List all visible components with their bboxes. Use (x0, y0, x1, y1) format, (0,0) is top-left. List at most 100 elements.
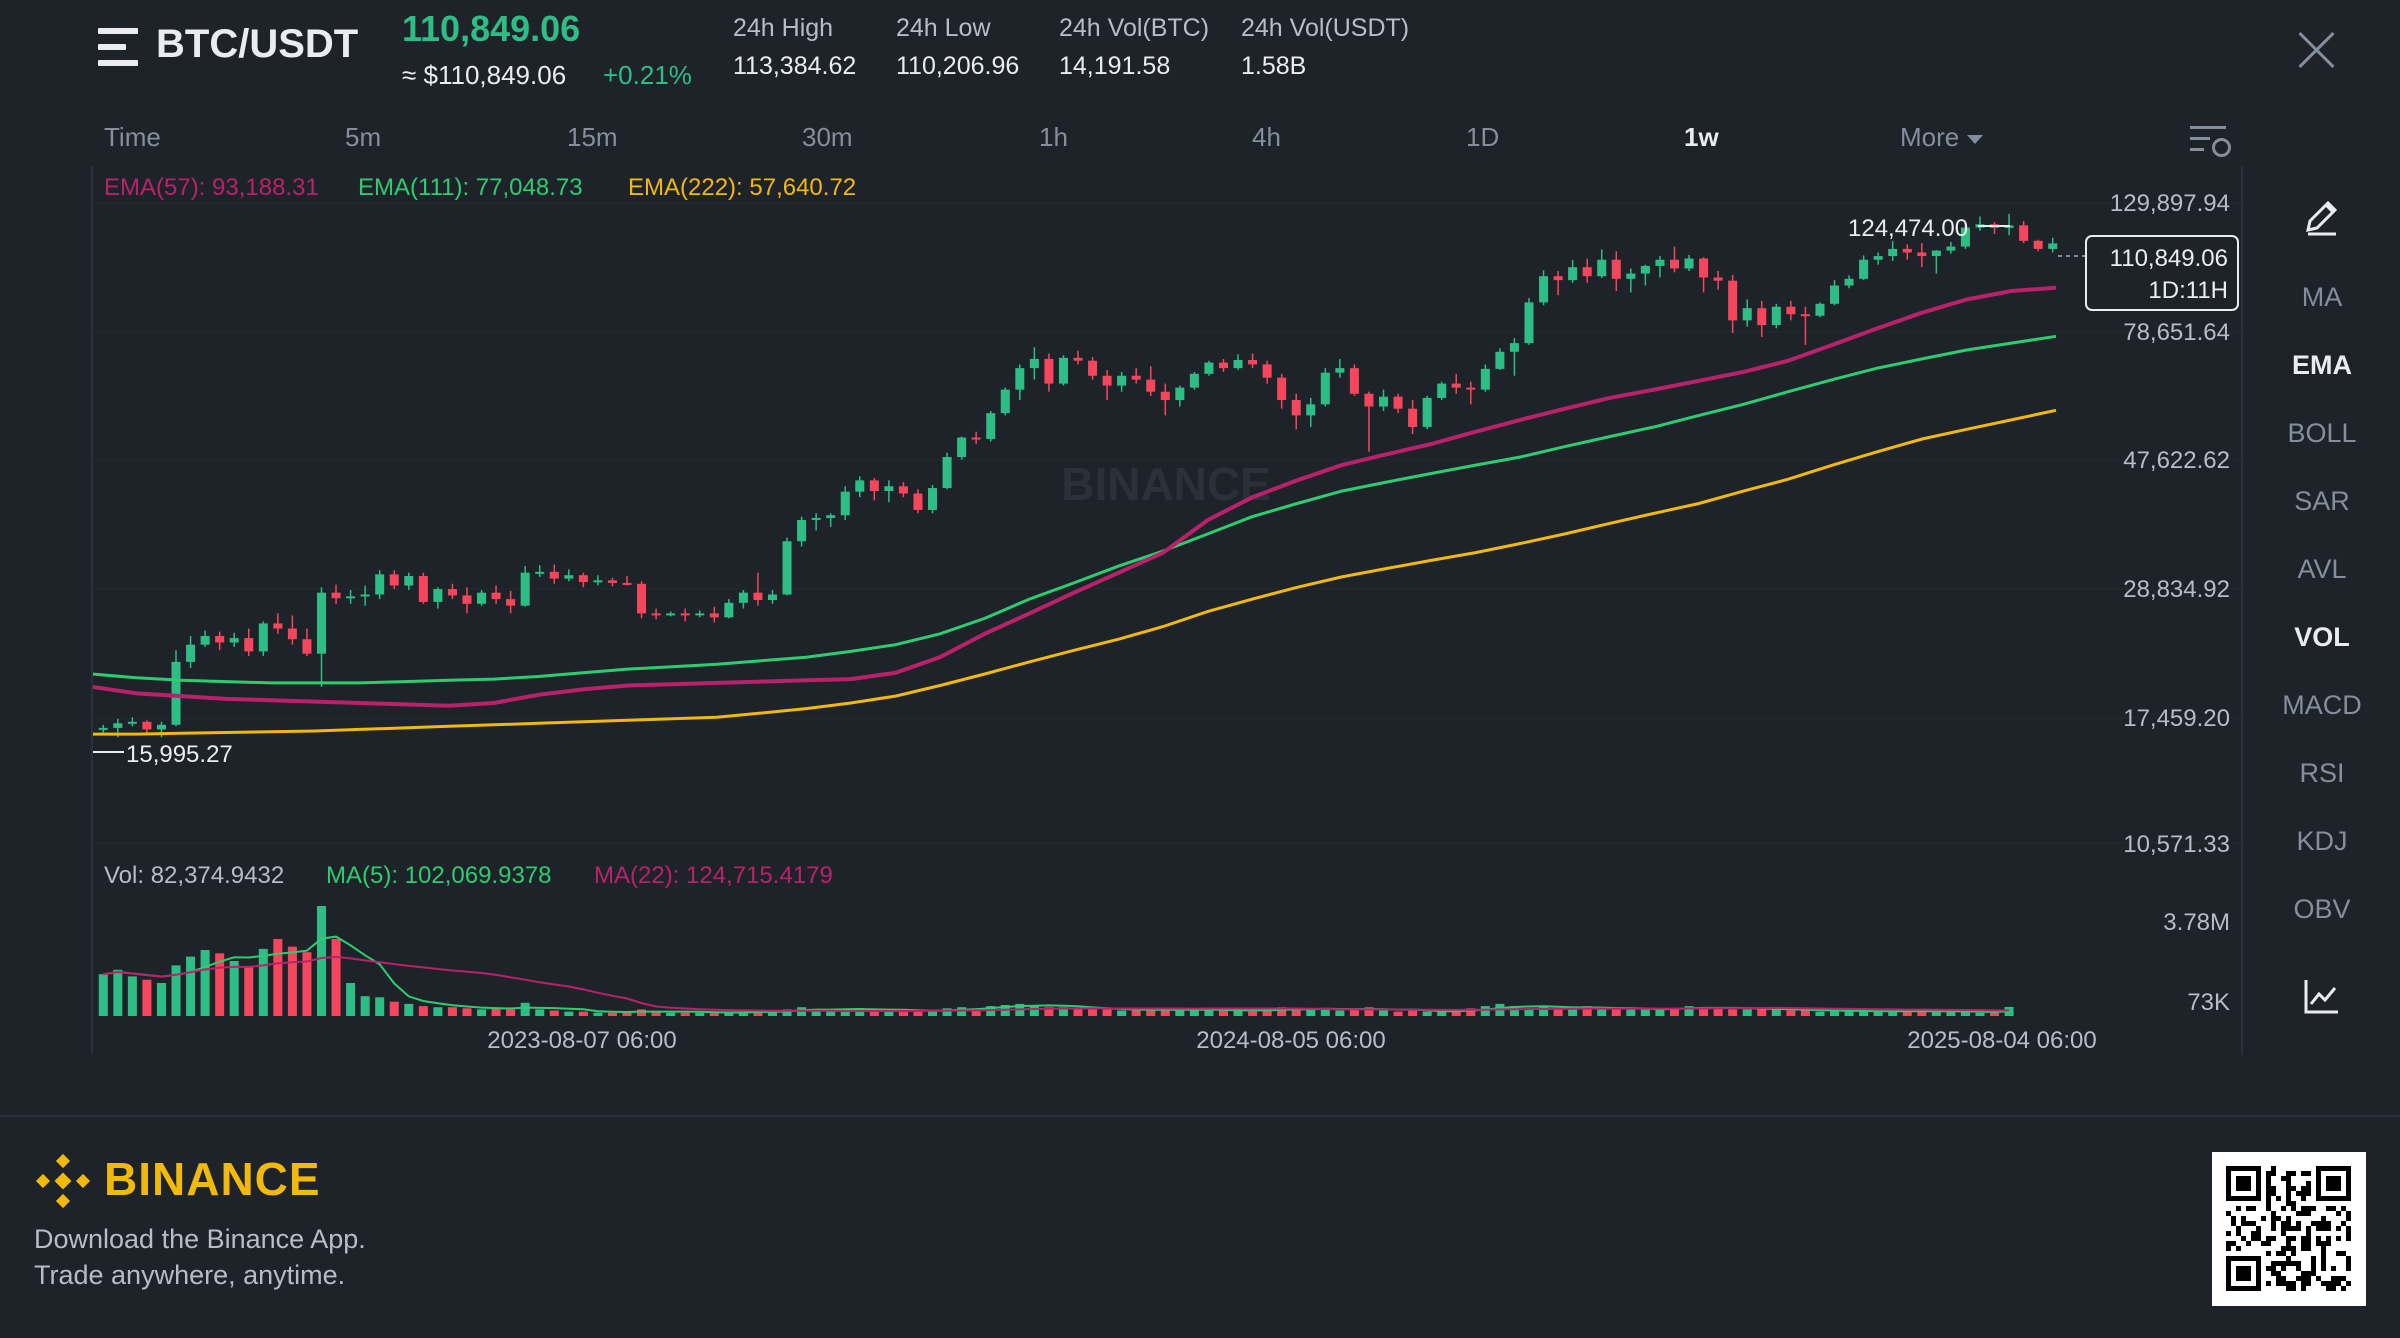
tab-4h[interactable]: 4h (1252, 122, 1281, 152)
volume-bar (1728, 1009, 1738, 1016)
volume-bar (1146, 1009, 1156, 1016)
volume-bar (200, 950, 210, 1016)
volume-bar (811, 1009, 821, 1016)
volume-bar (375, 997, 385, 1016)
price-chart[interactable]: BINANCE 129,897.94 78,651.64 47,622.62 2… (0, 0, 2400, 1100)
volume-bar (913, 1011, 923, 1016)
candle-body (578, 575, 588, 583)
volume-bar (433, 1007, 443, 1016)
indicator-avl[interactable]: AVL (2297, 554, 2347, 584)
indicator-ema[interactable]: EMA (2292, 350, 2352, 380)
candle-body (607, 580, 617, 583)
volume-bar (1466, 1008, 1476, 1016)
stat-high-value: 113,384.62 (733, 52, 857, 80)
volume-bar (447, 1007, 457, 1016)
volume-bar (1291, 1008, 1301, 1016)
candle-body (1073, 357, 1083, 361)
indicator-obv[interactable]: OBV (2293, 894, 2351, 924)
candle-body (156, 724, 166, 730)
volume-bar (1058, 1007, 1068, 1016)
volume-bar (1320, 1009, 1330, 1016)
candle-body (1699, 258, 1709, 278)
tab-time[interactable]: Time (104, 122, 161, 152)
volume-bar (767, 1011, 777, 1016)
indicator-kdj[interactable]: KDJ (2296, 826, 2348, 856)
candle-body (1917, 252, 1927, 257)
candle-body (1451, 383, 1461, 388)
candle-body (346, 596, 356, 599)
tab-1d[interactable]: 1D (1466, 122, 1500, 152)
volume-bar (258, 948, 268, 1016)
volume-bar (1480, 1006, 1490, 1016)
candle-body (782, 541, 792, 595)
indicator-rsi[interactable]: RSI (2299, 758, 2345, 788)
volume-bar (1088, 1009, 1098, 1016)
candle-body (1568, 267, 1578, 281)
candle-body (113, 723, 123, 728)
candle-body (709, 613, 719, 618)
volume-bar (1873, 1011, 1883, 1016)
candle-body (375, 574, 385, 595)
chart-type-icon[interactable] (2302, 976, 2342, 1016)
candle-body (1786, 306, 1796, 315)
volume-bar (709, 1011, 719, 1016)
download-qr-code[interactable] (2212, 1152, 2366, 1306)
tab-more[interactable]: More (1900, 122, 1984, 153)
indicator-boll[interactable]: BOLL (2287, 418, 2357, 448)
volume-bar (316, 906, 327, 1016)
volume-bar (1829, 1010, 1840, 1016)
stat-vol-btc-value: 14,191.58 (1059, 52, 1171, 80)
candle-body (1044, 358, 1054, 384)
ema222-line (92, 408, 2057, 736)
candle-body (1466, 387, 1476, 390)
indicator-sar[interactable]: SAR (2294, 486, 2350, 516)
candle-body (1582, 267, 1592, 277)
volume-bar (1233, 1010, 1243, 1016)
volume-bar (404, 1003, 414, 1016)
tab-1w[interactable]: 1w (1684, 122, 1719, 152)
volume-bar (724, 1012, 734, 1016)
tab-1h[interactable]: 1h (1039, 122, 1068, 152)
volume-bar (738, 1012, 748, 1016)
volume-bar (1786, 1010, 1796, 1016)
candle-body (258, 623, 268, 652)
trading-pair[interactable]: BTC/USDT (156, 22, 359, 66)
candle-body (1655, 259, 1665, 266)
stat-vol-btc-label: 24h Vol(BTC) (1059, 14, 1210, 42)
volume-bar (287, 946, 297, 1016)
volume-bar (928, 1010, 938, 1016)
volume-bar (942, 1008, 952, 1016)
candlesticks (98, 213, 2058, 738)
candle-body (1204, 362, 1214, 374)
candle-body (1379, 396, 1389, 407)
volume-axis-label: 3.78M (2163, 909, 2230, 936)
tab-5m[interactable]: 5m (345, 122, 382, 152)
volume-bar (1917, 1010, 1927, 1016)
candle-body (447, 589, 457, 596)
draw-pencil-icon[interactable] (2300, 194, 2344, 238)
volume-bar (98, 974, 108, 1016)
volume-ma5-legend: MA(5): 102,069.9378 (326, 862, 552, 889)
volume-bar (1946, 1011, 1956, 1016)
chart-settings-icon[interactable] (2190, 124, 2231, 157)
volume-bar (1524, 1008, 1534, 1016)
indicator-ma[interactable]: MA (2301, 282, 2343, 312)
footer-line1: Download the Binance App. (34, 1224, 366, 1254)
volume-bar (1422, 1011, 1432, 1016)
volume-bar (957, 1007, 967, 1016)
candle-body (1480, 368, 1490, 390)
indicator-vol[interactable]: VOL (2294, 622, 2350, 652)
volume-bar (1117, 1010, 1127, 1016)
candle-body (884, 486, 894, 492)
candle-body (1088, 360, 1098, 376)
candle-body (1800, 314, 1810, 317)
tab-15m[interactable]: 15m (567, 122, 618, 152)
tab-30m[interactable]: 30m (802, 122, 853, 152)
candle-body (389, 574, 399, 586)
indicator-macd[interactable]: MACD (2282, 690, 2362, 720)
volume-bar (1655, 1009, 1665, 1016)
candle-body (360, 594, 370, 597)
volume-bar (651, 1011, 661, 1016)
menu-icon[interactable] (98, 28, 138, 66)
candle-body (331, 592, 341, 599)
